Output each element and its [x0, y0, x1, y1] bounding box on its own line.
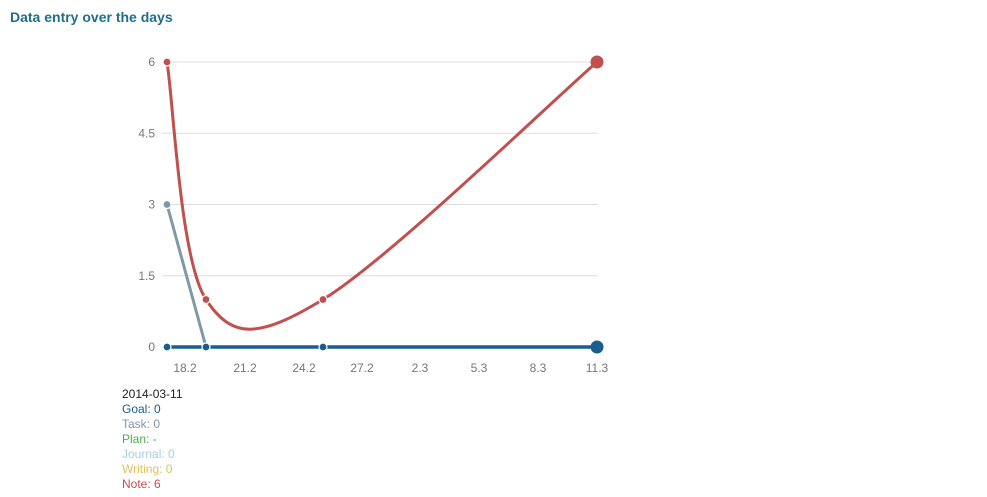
- y-tick-label: 3: [148, 198, 155, 212]
- x-tick-label: 18.2: [173, 361, 197, 375]
- data-point-note: [162, 57, 172, 67]
- x-tick-label: 2.3: [412, 361, 429, 375]
- hover-legend: 2014-03-11 Goal: 0 Task: 0 Plan: - Journal:…: [122, 387, 183, 492]
- y-tick-label: 6: [148, 55, 155, 69]
- data-point-goal: [318, 342, 328, 352]
- x-tick-label: 5.3: [471, 361, 488, 375]
- data-point-note: [590, 55, 604, 69]
- y-tick-label: 4.5: [138, 126, 155, 140]
- data-point-task: [162, 199, 172, 210]
- chart-title: Data entry over the days: [10, 9, 173, 25]
- y-tick-label: 1.5: [138, 269, 155, 283]
- legend-item-journal: Journal: 0: [122, 447, 175, 461]
- x-tick-label: 8.3: [530, 361, 547, 375]
- legend-item-task: Task: 0: [122, 417, 161, 431]
- data-point-note: [318, 294, 328, 305]
- data-point-note: [201, 294, 211, 305]
- data-point-goal: [590, 340, 604, 354]
- x-axis: 18.2 21.2 24.2 27.2 2.3 5.3 8.3 11.3: [165, 346, 609, 375]
- series-line-task: [165, 203, 208, 349]
- data-point-goal: [201, 342, 211, 352]
- legend-item-plan: Plan: -: [122, 432, 157, 446]
- legend-date: 2014-03-11: [122, 387, 183, 401]
- x-tick-label: 24.2: [292, 361, 316, 375]
- legend-item-note: Note: 6: [122, 477, 161, 491]
- y-tick-label: 0: [148, 340, 155, 354]
- x-tick-label: 27.2: [350, 361, 374, 375]
- series-lines: [165, 60, 599, 349]
- legend-item-goal: Goal: 0: [122, 402, 161, 416]
- y-axis: 0 1.5 3 4.5 6: [138, 55, 155, 354]
- data-point-goal: [162, 342, 172, 352]
- series-points: [162, 55, 604, 354]
- x-tick-label: 21.2: [233, 361, 257, 375]
- legend-items: Goal: 0 Task: 0 Plan: - Journal: 0 Writing: …: [122, 402, 183, 492]
- grid-lines: [162, 61, 598, 277]
- x-tick-label: 11.3: [586, 361, 609, 375]
- legend-item-writing: Writing: 0: [122, 462, 173, 476]
- series-line-note: [165, 60, 599, 331]
